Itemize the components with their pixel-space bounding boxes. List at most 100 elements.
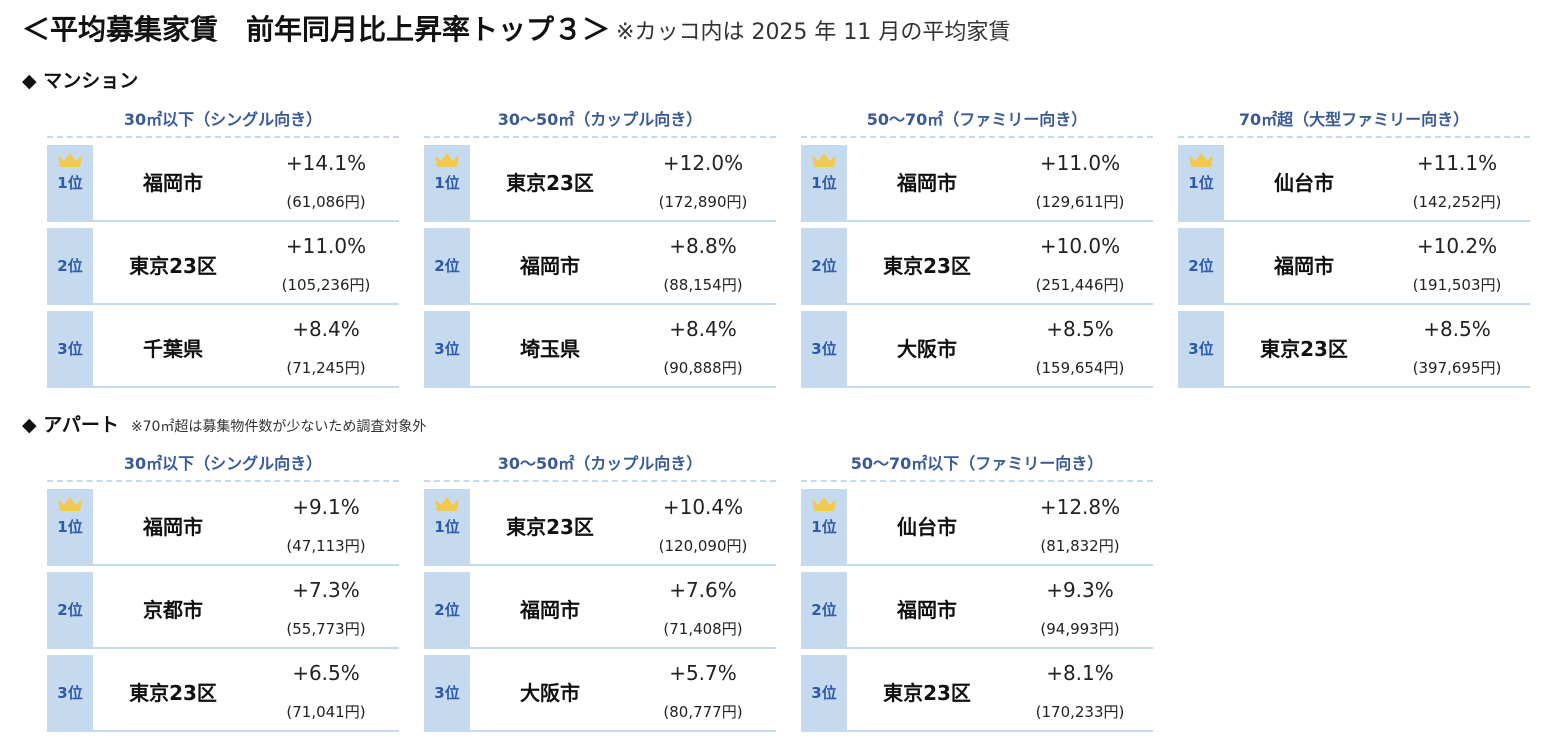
rank-label: 3位 <box>801 655 847 732</box>
crown-icon <box>1189 153 1213 167</box>
city: 大阪市 <box>520 681 580 705</box>
title: ＜平均募集家賃 前年同月比上昇率トップ３＞ <box>22 13 611 46</box>
rank-label: 2位 <box>424 228 470 305</box>
average-rent: (55,773円) <box>286 620 366 638</box>
rank-row: 1位 仙台市 +12.8% (81,832円) <box>801 489 1153 566</box>
change-rate: +8.1% <box>1046 661 1114 685</box>
rank-label: 2位 <box>47 228 93 305</box>
title-line: ＜平均募集家賃 前年同月比上昇率トップ３＞ ※カッコ内は 2025 年 11 月の… <box>22 8 1010 48</box>
rank-row: 3位 埼玉県 +8.4% (90,888円) <box>424 311 776 388</box>
crown-icon <box>58 497 82 511</box>
change-rate: +6.5% <box>292 661 360 685</box>
rank-row: 1位 福岡市 +9.1% (47,113円) <box>47 489 399 566</box>
change-rate: +8.4% <box>292 317 360 341</box>
rank-row: 3位 大阪市 +5.7% (80,777円) <box>424 655 776 732</box>
rank-label: 1位 <box>47 489 93 566</box>
group-header: 70㎡超（大型ファミリー向き） <box>1178 106 1530 138</box>
rank-row: 1位 福岡市 +14.1% (61,086円) <box>47 145 399 222</box>
average-rent: (47,113円) <box>286 537 366 555</box>
change-rate: +11.1% <box>1416 151 1498 175</box>
rank-label: 1位 <box>424 489 470 566</box>
rank-label: 2位 <box>424 572 470 649</box>
change-rate: +7.6% <box>669 578 737 602</box>
section-heading: ◆ アパート ※70㎡超は募集物件数が少ないため調査対象外 <box>22 414 427 436</box>
crown-shape <box>58 497 82 511</box>
change-rate: +11.0% <box>1039 151 1121 175</box>
city: 福岡市 <box>520 254 580 278</box>
change-rate: +12.8% <box>1039 495 1121 519</box>
rank-row: 1位 東京23区 +12.0% (172,890円) <box>424 145 776 222</box>
change-rate: +10.4% <box>662 495 744 519</box>
change-rate: +14.1% <box>285 151 367 175</box>
city: 仙台市 <box>897 515 957 539</box>
rank-label: 2位 <box>801 572 847 649</box>
city: 福岡市 <box>897 171 957 195</box>
city: 埼玉県 <box>520 337 580 361</box>
rank-label: 1位 <box>47 145 93 222</box>
crown-shape <box>435 497 459 511</box>
city: 千葉県 <box>143 337 203 361</box>
rank-row: 1位 福岡市 +11.0% (129,611円) <box>801 145 1153 222</box>
rank-label: 2位 <box>1178 228 1224 305</box>
change-rate: +8.4% <box>669 317 737 341</box>
city: 福岡市 <box>143 171 203 195</box>
average-rent: (61,086円) <box>286 193 366 211</box>
change-rate: +9.1% <box>292 495 360 519</box>
change-rate: +9.3% <box>1046 578 1114 602</box>
average-rent: (172,890円) <box>658 193 748 211</box>
average-rent: (81,832円) <box>1040 537 1120 555</box>
change-rate: +8.8% <box>669 234 737 258</box>
crown-icon <box>812 153 836 167</box>
rank-row: 2位 福岡市 +9.3% (94,993円) <box>801 572 1153 649</box>
rank-row: 3位 東京23区 +6.5% (71,041円) <box>47 655 399 732</box>
average-rent: (251,446円) <box>1035 276 1125 294</box>
change-rate: +10.2% <box>1416 234 1498 258</box>
rank-label: 3位 <box>424 655 470 732</box>
crown-shape <box>58 153 82 167</box>
crown-shape <box>812 153 836 167</box>
city: 福岡市 <box>897 598 957 622</box>
group-header: 50～70㎡（ファミリー向き） <box>801 106 1153 138</box>
rank-row: 2位 福岡市 +7.6% (71,408円) <box>424 572 776 649</box>
section-heading: ◆ マンション <box>22 70 139 92</box>
crown-icon <box>58 153 82 167</box>
change-rate: +7.3% <box>292 578 360 602</box>
average-rent: (191,503円) <box>1412 276 1502 294</box>
rank-label: 1位 <box>801 145 847 222</box>
average-rent: (71,245円) <box>286 359 366 377</box>
average-rent: (129,611円) <box>1035 193 1125 211</box>
city: 京都市 <box>143 598 203 622</box>
average-rent: (71,408円) <box>663 620 743 638</box>
average-rent: (170,233円) <box>1035 703 1125 721</box>
change-rate: +11.0% <box>285 234 367 258</box>
rank-label: 3位 <box>801 311 847 388</box>
rank-label: 2位 <box>801 228 847 305</box>
crown-icon <box>435 153 459 167</box>
change-rate: +8.5% <box>1423 317 1491 341</box>
city: 東京23区 <box>506 515 594 539</box>
average-rent: (397,695円) <box>1412 359 1502 377</box>
average-rent: (94,993円) <box>1040 620 1120 638</box>
group-header: 30㎡以下（シングル向き） <box>47 106 399 138</box>
city: 福岡市 <box>1274 254 1334 278</box>
rank-row: 2位 京都市 +7.3% (55,773円) <box>47 572 399 649</box>
rank-row: 3位 大阪市 +8.5% (159,654円) <box>801 311 1153 388</box>
rank-label: 3位 <box>47 311 93 388</box>
average-rent: (88,154円) <box>663 276 743 294</box>
average-rent: (159,654円) <box>1035 359 1125 377</box>
average-rent: (120,090円) <box>658 537 748 555</box>
rank-row: 1位 東京23区 +10.4% (120,090円) <box>424 489 776 566</box>
rank-row: 3位 東京23区 +8.5% (397,695円) <box>1178 311 1530 388</box>
rank-label: 1位 <box>1178 145 1224 222</box>
rank-label: 3位 <box>424 311 470 388</box>
city: 東京23区 <box>883 254 971 278</box>
rank-row: 3位 東京23区 +8.1% (170,233円) <box>801 655 1153 732</box>
rank-row: 2位 東京23区 +11.0% (105,236円) <box>47 228 399 305</box>
group-header: 30～50㎡（カップル向き） <box>424 106 776 138</box>
rank-row: 2位 東京23区 +10.0% (251,446円) <box>801 228 1153 305</box>
rank-row: 3位 千葉県 +8.4% (71,245円) <box>47 311 399 388</box>
rank-row: 1位 仙台市 +11.1% (142,252円) <box>1178 145 1530 222</box>
rank-label: 3位 <box>47 655 93 732</box>
city: 東京23区 <box>129 681 217 705</box>
average-rent: (105,236円) <box>281 276 371 294</box>
